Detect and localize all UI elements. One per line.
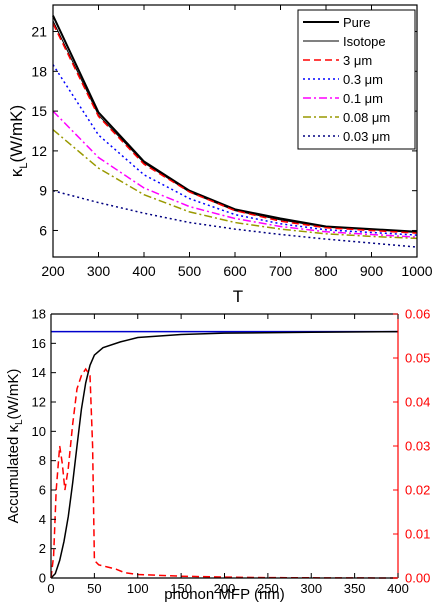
legend: Pure Isotope 3 μm 0.3 μm 0.1 μm 0.08 μm 0.03 μ… xyxy=(297,9,416,150)
x-tick-label: 400 xyxy=(387,581,409,596)
x-tick-label: 700 xyxy=(269,263,293,279)
y-tick-label: 2 xyxy=(39,541,46,556)
legend-label-2: 3 μm xyxy=(343,53,372,68)
y-axis-label: κL(W/mK) xyxy=(7,105,30,177)
y-tick-label: 15 xyxy=(31,103,47,119)
x-axis-label: T xyxy=(233,287,243,306)
y-axis-label-subscript: L xyxy=(18,162,30,168)
y-tick-label: 14 xyxy=(32,365,46,380)
series-line-4 xyxy=(52,110,418,238)
legend-label-3: 0.3 μm xyxy=(343,72,383,87)
series-line-6 xyxy=(52,189,418,248)
x-tick-label: 400 xyxy=(132,263,156,279)
top-chart-kappa-vs-temperature: 200 300 400 500 600 700 800 900 1000 6 9 12 15 18 21 Tκ… xyxy=(7,4,433,306)
y2-tick-label: 0.02 xyxy=(405,483,430,498)
x-tick-label: 1000 xyxy=(401,263,432,279)
y-tick-label: 21 xyxy=(31,24,47,40)
bottom-chart-accumulated-kappa: 0 50 100 150 200 250 300 350 400 0 2 4 6 8 10 12 14 16 18 0… xyxy=(5,307,430,603)
x-tick-label: 100 xyxy=(127,581,149,596)
y-axis-label-unit: (W/mK) xyxy=(7,105,26,163)
series-line-0 xyxy=(52,15,418,233)
y-tick-label: 10 xyxy=(32,424,46,439)
x-tick-label: 150 xyxy=(170,581,192,596)
y-axis-label-subscript: L xyxy=(14,419,25,425)
y2-tick-label: 0.04 xyxy=(405,395,430,410)
y-tick-label: 18 xyxy=(32,307,46,322)
x-tick-label: 900 xyxy=(360,263,384,279)
y-tick-label: 12 xyxy=(32,395,46,410)
y-tick-label: 16 xyxy=(32,336,46,351)
series-line-2 xyxy=(50,367,399,579)
legend-label-4: 0.1 μm xyxy=(343,91,383,106)
legend-label-1: Isotope xyxy=(343,34,386,49)
series-line-1 xyxy=(52,20,418,233)
x-tick-label: 300 xyxy=(87,263,111,279)
x-tick-label: 800 xyxy=(314,263,338,279)
legend-label-6: 0.03 μm xyxy=(343,129,390,144)
y-tick-label: 6 xyxy=(39,222,47,238)
x-tick-label: 50 xyxy=(87,581,101,596)
y-tick-label: 12 xyxy=(31,143,47,159)
y-axis-label-main: Accumulated κ xyxy=(5,425,22,524)
x-tick-label: 200 xyxy=(41,263,65,279)
y2-tick-label: 0.00 xyxy=(405,571,430,586)
y-axis-label-unit: (W/mK) xyxy=(5,369,22,420)
x-tick-label: 250 xyxy=(257,581,279,596)
x-tick-label: 300 xyxy=(300,581,322,596)
y-tick-label: 8 xyxy=(39,453,46,468)
x-tick-label: 200 xyxy=(214,581,236,596)
legend-label-0: Pure xyxy=(343,15,370,30)
y-axis-label: Accumulated κL(W/mK) xyxy=(5,369,25,524)
series-line-2 xyxy=(52,23,418,234)
series-line-3 xyxy=(52,64,418,236)
y-axis-label-symbol: κ xyxy=(7,168,26,177)
y-tick-label: 0 xyxy=(39,571,46,586)
y-tick-label: 9 xyxy=(39,183,47,199)
x-tick-label: 0 xyxy=(47,581,54,596)
y2-tick-label: 0.05 xyxy=(405,351,430,366)
x-tick-label: 500 xyxy=(178,263,202,279)
y2-tick-label: 0.01 xyxy=(405,527,430,542)
legend-box xyxy=(297,9,416,150)
x-tick-label: 600 xyxy=(223,263,247,279)
y-tick-label: 6 xyxy=(39,483,46,498)
x-tick-label: 350 xyxy=(344,581,366,596)
series-line-1 xyxy=(50,330,399,579)
y-tick-label: 18 xyxy=(31,63,47,79)
y-tick-label: 4 xyxy=(39,512,46,527)
legend-label-5: 0.08 μm xyxy=(343,110,390,125)
x-axis-label: phonon MFP (nm) xyxy=(164,586,285,603)
y2-tick-label: 0.06 xyxy=(405,307,430,322)
y2-tick-label: 0.03 xyxy=(405,439,430,454)
